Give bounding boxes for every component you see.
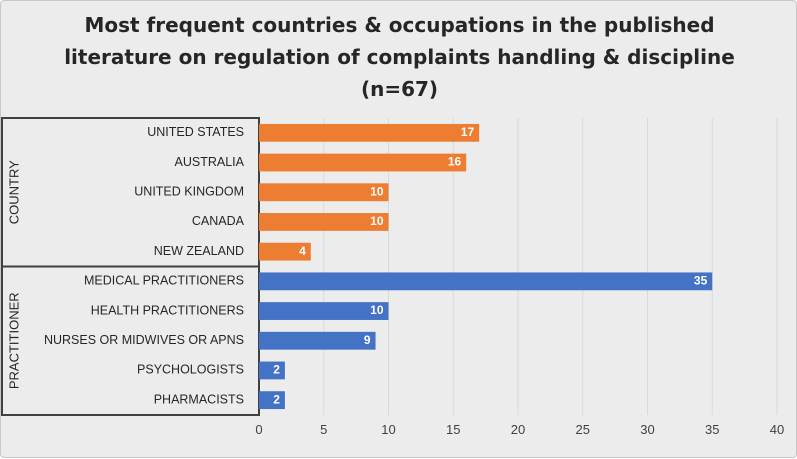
data-label: 17 bbox=[461, 125, 475, 139]
category-label: UNITED KINGDOM bbox=[134, 185, 244, 199]
category-label: NEW ZEALAND bbox=[154, 244, 244, 258]
bar bbox=[259, 153, 467, 172]
x-tick-label: 20 bbox=[511, 422, 525, 437]
bar bbox=[259, 331, 376, 350]
bar bbox=[259, 183, 389, 202]
category-label: CANADA bbox=[192, 214, 245, 228]
data-label: 2 bbox=[273, 392, 280, 406]
x-tick-label: 25 bbox=[576, 422, 590, 437]
category-label: AUSTRALIA bbox=[175, 155, 245, 169]
bar bbox=[259, 123, 480, 142]
group-label: COUNTRY bbox=[6, 160, 21, 224]
x-tick-label: 35 bbox=[705, 422, 719, 437]
chart-title-line-3: (n=67) bbox=[360, 77, 439, 101]
data-label: 4 bbox=[299, 244, 306, 258]
bar bbox=[259, 302, 389, 320]
category-label: PHARMACISTS bbox=[154, 392, 244, 406]
data-label: 10 bbox=[370, 184, 384, 198]
x-tick-label: 15 bbox=[446, 422, 460, 437]
category-label: NURSES OR MIDWIVES OR APNS bbox=[44, 333, 244, 347]
chart-title-line-1: Most frequent countries & occupations in… bbox=[84, 13, 715, 37]
x-tick-label: 5 bbox=[320, 422, 327, 437]
x-tick-label: 30 bbox=[640, 422, 654, 437]
chart-title-line-2: literature on regulation of complaints h… bbox=[64, 45, 735, 69]
bar bbox=[259, 272, 713, 291]
bar bbox=[259, 391, 285, 410]
data-label: 9 bbox=[364, 333, 371, 347]
bar bbox=[259, 361, 285, 380]
x-tick-label: 10 bbox=[381, 422, 395, 437]
group-label: PRACTITIONER bbox=[6, 292, 21, 389]
bar bbox=[259, 213, 389, 231]
category-label: PSYCHOLOGISTS bbox=[137, 363, 244, 377]
x-tick-label: 40 bbox=[770, 422, 784, 437]
category-label: MEDICAL PRACTITIONERS bbox=[84, 274, 244, 288]
category-label: HEALTH PRACTITIONERS bbox=[91, 303, 244, 317]
data-label: 10 bbox=[370, 303, 384, 317]
data-label: 2 bbox=[273, 363, 280, 377]
data-label: 16 bbox=[448, 155, 462, 169]
bar bbox=[259, 242, 311, 261]
x-tick-label: 0 bbox=[255, 422, 262, 437]
data-label: 10 bbox=[370, 214, 384, 228]
category-label: UNITED STATES bbox=[147, 125, 244, 139]
data-label: 35 bbox=[694, 274, 708, 288]
